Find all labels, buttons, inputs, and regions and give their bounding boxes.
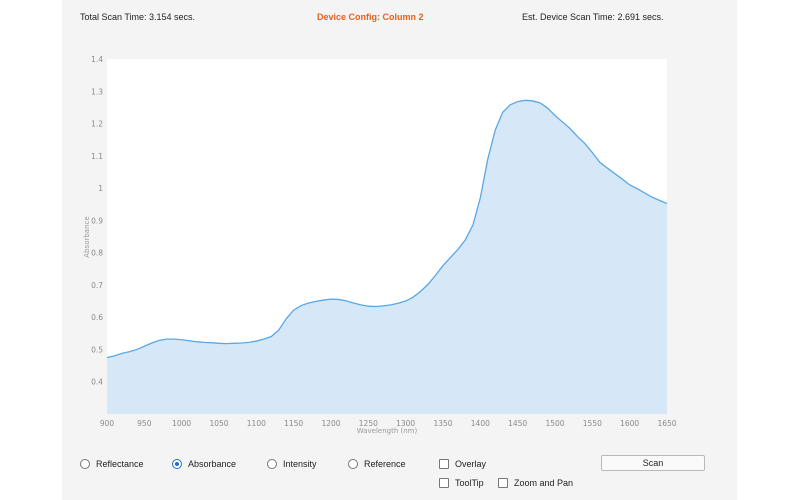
absorbance-radio[interactable]: Absorbance xyxy=(172,459,236,469)
x-tick-label: 1650 xyxy=(657,419,676,428)
scan-button[interactable]: Scan xyxy=(601,455,705,471)
y-tick-label: 0.9 xyxy=(91,216,103,225)
overlay-checkbox[interactable]: Overlay xyxy=(439,459,486,469)
absorbance-chart[interactable]: 0.4 0.5 0.6 0.7 0.8 0.9 1 1.1 1.2 1.3 1.4 900 950 10… xyxy=(62,0,737,450)
y-tick-label: 1.1 xyxy=(91,152,103,161)
x-tick-label: 1200 xyxy=(321,419,340,428)
y-tick-label: 1.4 xyxy=(91,55,103,64)
tooltip-label: ToolTip xyxy=(455,478,484,488)
reflectance-radio-indicator xyxy=(80,459,90,469)
overlay-checkbox-box xyxy=(439,459,449,469)
reference-radio-indicator xyxy=(348,459,358,469)
intensity-radio-indicator xyxy=(267,459,277,469)
tooltip-checkbox-box xyxy=(439,478,449,488)
y-tick-label: 0.8 xyxy=(91,249,103,258)
x-tick-label: 950 xyxy=(137,419,152,428)
intensity-radio[interactable]: Intensity xyxy=(267,459,317,469)
plot-area xyxy=(106,59,668,414)
y-axis-title: Absorbance xyxy=(83,216,91,257)
absorbance-label: Absorbance xyxy=(188,459,237,469)
x-axis-title: Wavelength (nm) xyxy=(357,427,418,435)
x-tick-label: 1600 xyxy=(620,419,639,428)
zoom-pan-checkbox-box xyxy=(498,478,508,488)
zoom-pan-label: Zoom and Pan xyxy=(514,478,574,488)
x-tick-label: 1300 xyxy=(396,419,415,428)
y-tick-label: 1.3 xyxy=(91,87,103,96)
x-tick-label: 1400 xyxy=(471,419,490,428)
absorbance-radio-indicator xyxy=(172,459,182,469)
est-device-scan-time: Est. Device Scan Time: 2.691 secs. xyxy=(522,12,664,22)
total-scan-time: Total Scan Time: 3.154 secs. xyxy=(80,12,196,22)
x-tick-label: 1000 xyxy=(172,419,191,428)
x-tick-label: 1350 xyxy=(433,419,452,428)
x-tick-label: 1500 xyxy=(545,419,564,428)
x-tick-label: 1450 xyxy=(508,419,527,428)
intensity-label: Intensity xyxy=(283,459,317,469)
y-tick-label: 0.4 xyxy=(91,378,103,387)
x-tick-label: 900 xyxy=(100,419,115,428)
x-tick-label: 1050 xyxy=(209,419,228,428)
x-tick-label: 1100 xyxy=(247,419,266,428)
x-tick-label: 1150 xyxy=(284,419,303,428)
y-tick-label: 0.6 xyxy=(91,313,103,322)
x-axis-ticks: 900 950 1000 1050 1100 1150 1200 1250 1300 1350 14… xyxy=(100,419,677,428)
y-tick-label: 0.7 xyxy=(91,281,103,290)
reference-label: Reference xyxy=(364,459,406,469)
reflectance-label: Reflectance xyxy=(96,459,144,469)
tooltip-checkbox[interactable]: ToolTip xyxy=(439,478,484,488)
overlay-label: Overlay xyxy=(455,459,487,469)
y-tick-label: 1.2 xyxy=(91,120,103,129)
x-tick-label: 1250 xyxy=(359,419,378,428)
device-config-label: Device Config: Column 2 xyxy=(317,12,424,22)
reflectance-radio[interactable]: Reflectance xyxy=(80,459,144,469)
zoom-pan-checkbox[interactable]: Zoom and Pan xyxy=(498,478,573,488)
x-tick-label: 1550 xyxy=(583,419,602,428)
spectrum-scan-panel: Total Scan Time: 3.154 secs. Device Conf… xyxy=(62,0,737,500)
y-tick-label: 0.5 xyxy=(91,345,103,354)
absorbance-area xyxy=(107,100,667,414)
y-axis-ticks: 0.4 0.5 0.6 0.7 0.8 0.9 1 1.1 1.2 1.3 1.4 xyxy=(91,55,103,387)
y-tick-label: 1 xyxy=(98,184,103,193)
reference-radio[interactable]: Reference xyxy=(348,459,406,469)
absorbance-series-line xyxy=(106,99,668,359)
